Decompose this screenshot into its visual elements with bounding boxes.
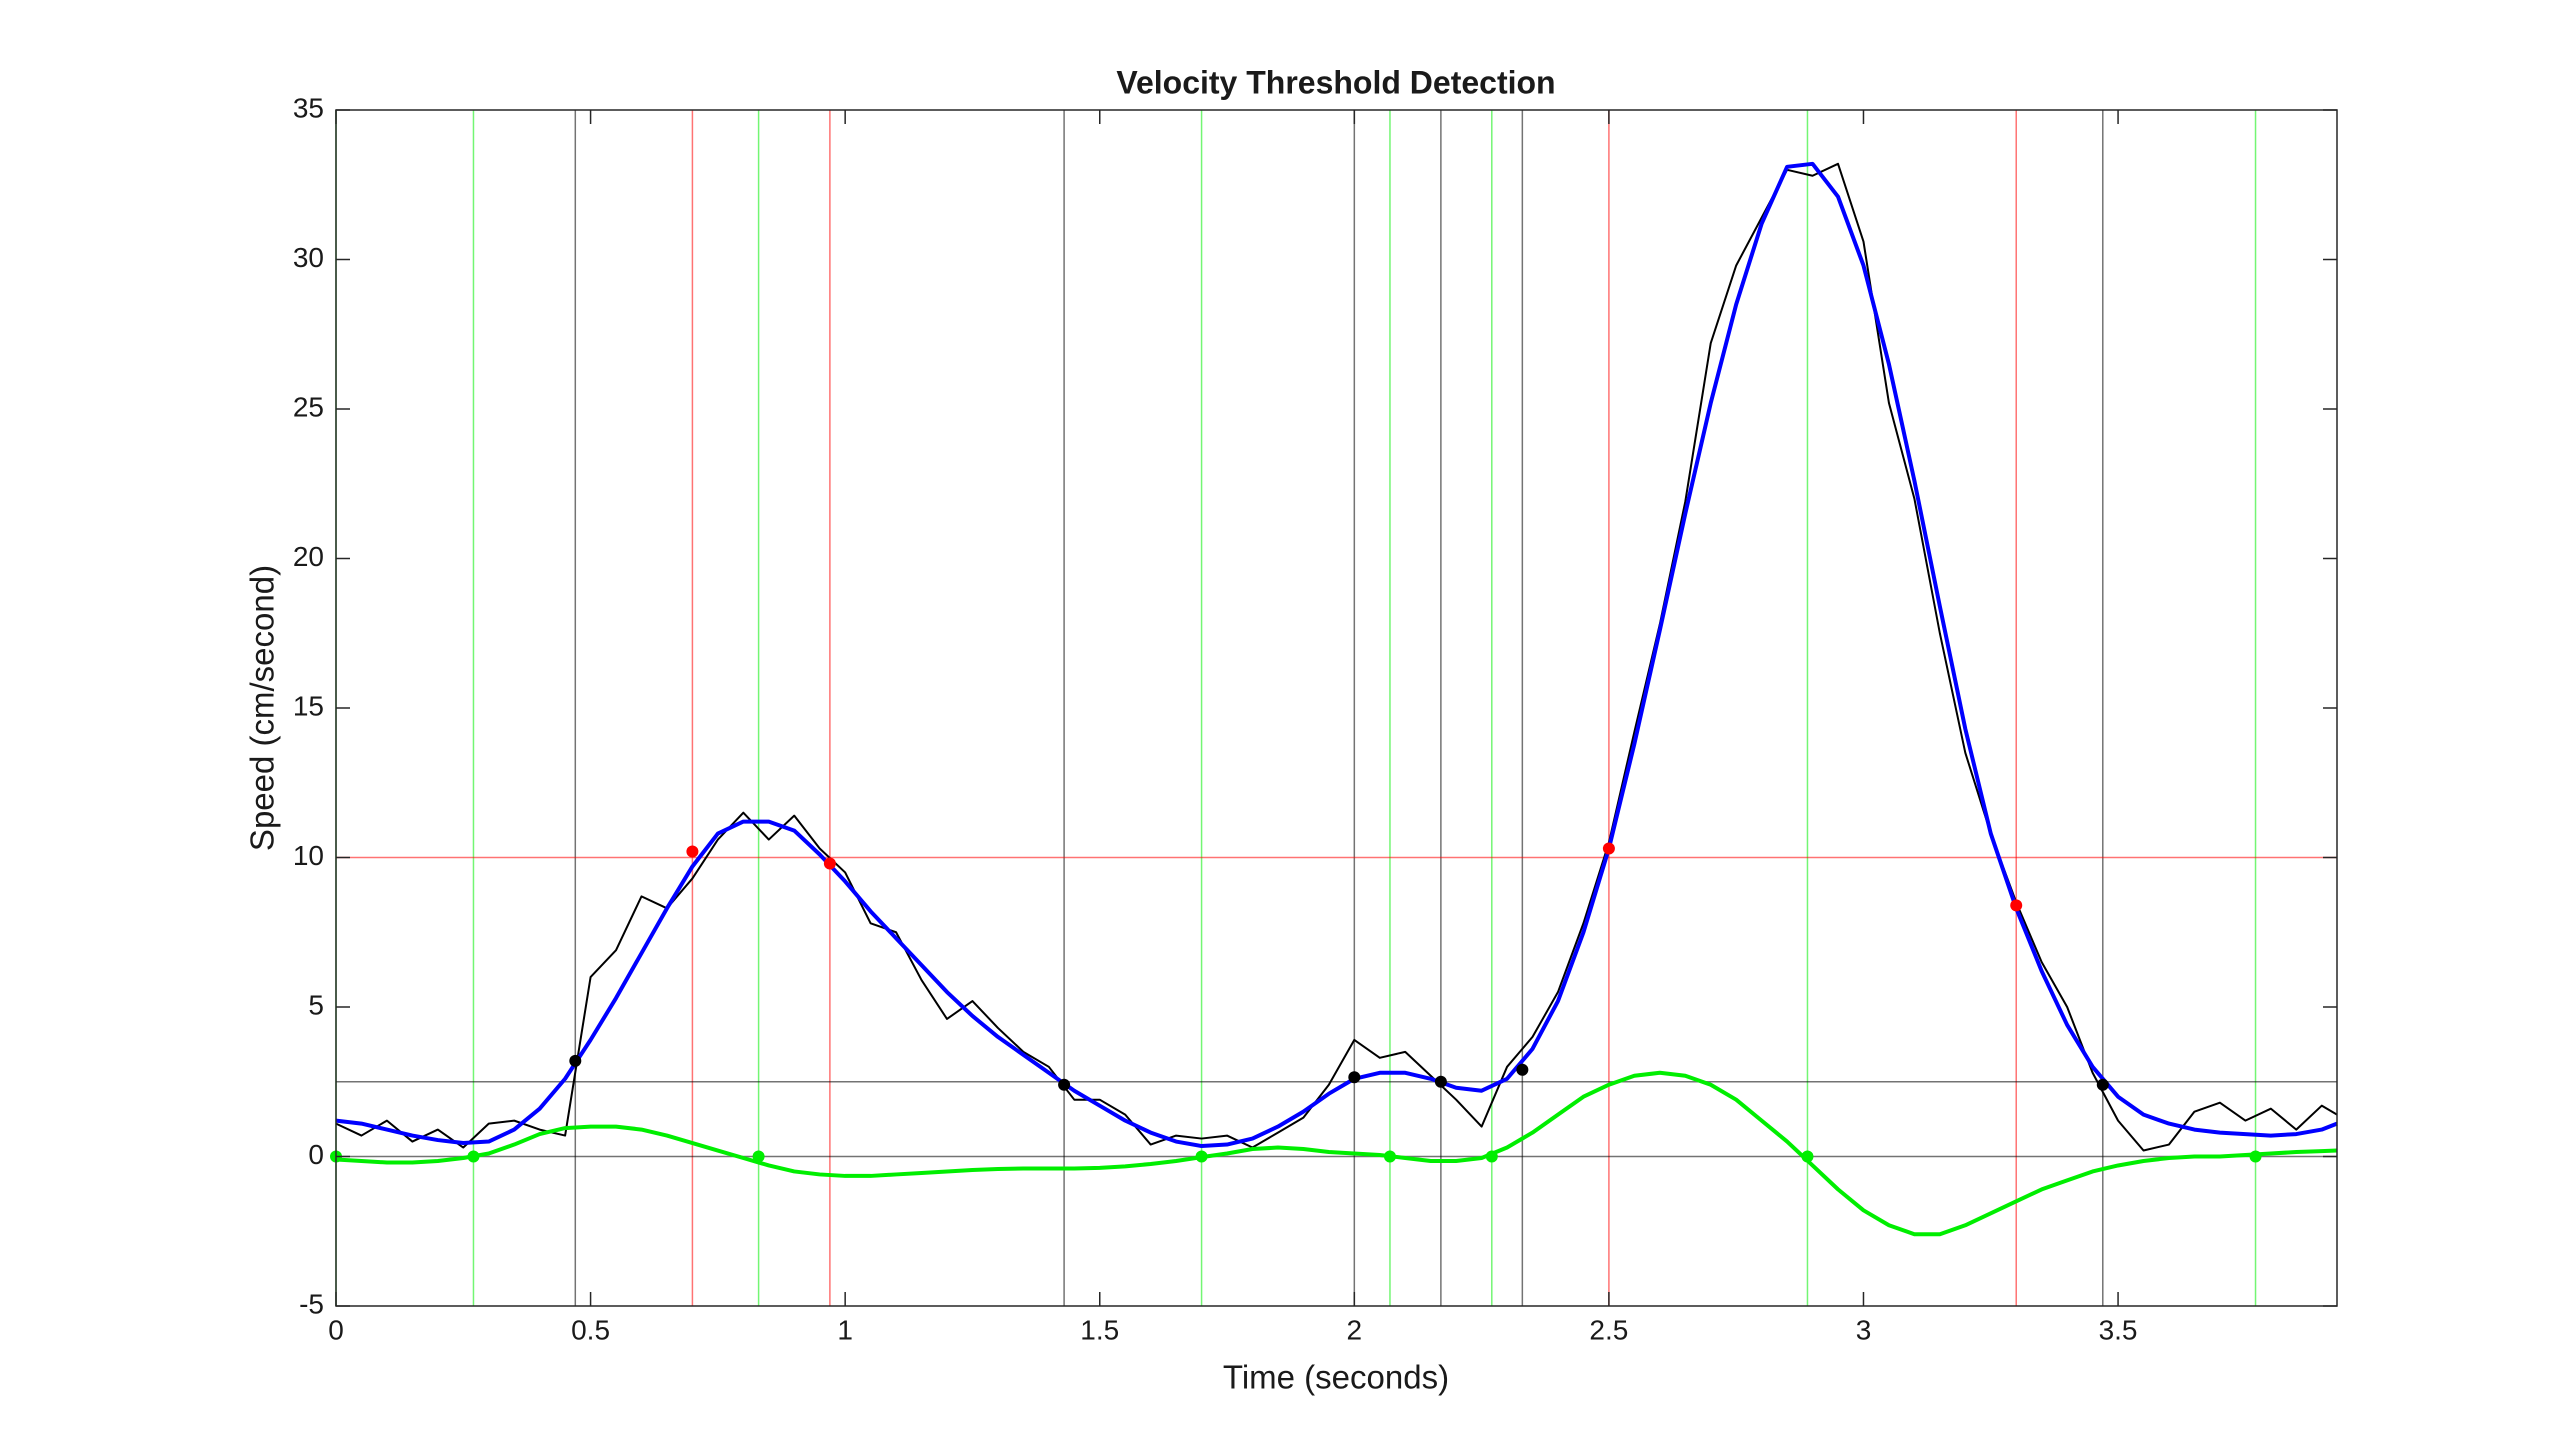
x-tick-label: 1 — [837, 1314, 853, 1345]
point-marker — [2096, 1078, 2109, 1091]
point-marker — [467, 1150, 480, 1163]
x-tick-label: 2 — [1347, 1314, 1363, 1345]
x-tick-label: 3 — [1856, 1314, 1872, 1345]
plot-area — [336, 110, 2337, 1306]
y-tick-label: 30 — [293, 242, 324, 273]
point-marker — [1434, 1075, 1447, 1088]
y-axis-label: Speed (cm/second) — [244, 565, 281, 851]
y-tick-label: 0 — [308, 1139, 324, 1170]
point-marker — [2010, 899, 2023, 912]
y-tick-label: 35 — [293, 92, 324, 123]
y-tick-label: 20 — [293, 541, 324, 572]
x-tick-label: 0.5 — [571, 1314, 610, 1345]
point-marker — [1348, 1071, 1361, 1084]
x-tick-label: 3.5 — [2099, 1314, 2138, 1345]
point-marker — [2249, 1150, 2262, 1163]
y-tick-label: 10 — [293, 840, 324, 871]
data-line — [335, 1070, 2338, 1237]
data-line — [335, 161, 2338, 1149]
point-marker — [823, 857, 836, 870]
point-marker — [1602, 842, 1615, 855]
point-marker — [686, 845, 699, 858]
y-tick-label: 25 — [293, 391, 324, 422]
y-tick-label: 15 — [293, 690, 324, 721]
point-marker — [1195, 1150, 1208, 1163]
x-axis-label: Time (seconds) — [1223, 1359, 1449, 1396]
x-tick-label: 0 — [328, 1314, 344, 1345]
x-tick-label: 2.5 — [1589, 1314, 1628, 1345]
point-marker — [1058, 1078, 1071, 1091]
point-marker — [1485, 1150, 1498, 1163]
point-marker — [752, 1150, 765, 1163]
x-tick-label: 1.5 — [1080, 1314, 1119, 1345]
y-tick-label: -5 — [299, 1288, 324, 1319]
y-tick-label: 5 — [308, 989, 324, 1020]
chart-title: Velocity Threshold Detection — [1116, 64, 1555, 100]
point-marker — [569, 1054, 582, 1067]
point-marker — [1801, 1150, 1814, 1163]
point-marker — [1383, 1150, 1396, 1163]
point-marker — [1516, 1063, 1529, 1076]
